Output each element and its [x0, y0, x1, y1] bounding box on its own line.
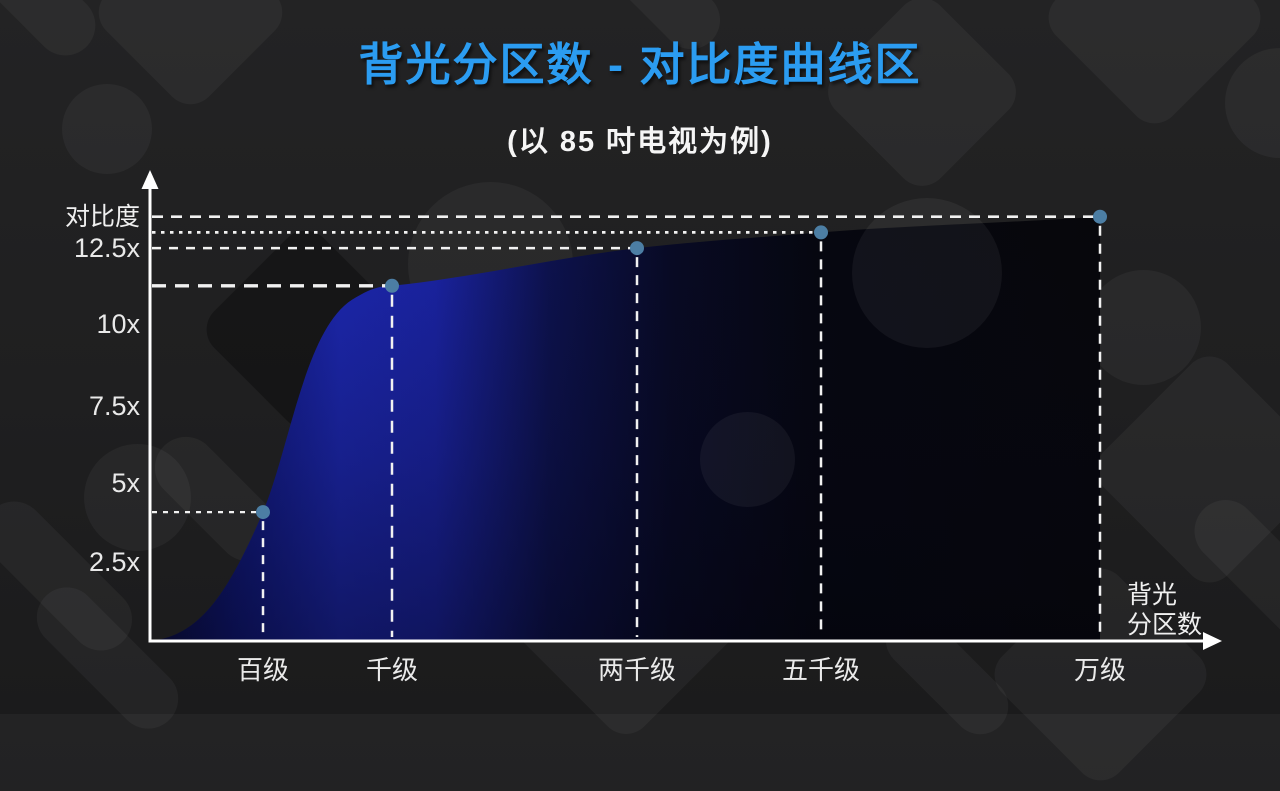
data-point-0: [256, 505, 270, 520]
x-tick-ten-thousand: 万级: [1073, 655, 1126, 685]
y-tick-7-5x: 7.5x: [88, 391, 140, 421]
y-tick-12-5x: 12.5x: [73, 233, 140, 263]
x-tick-hundreds: 百级: [236, 655, 289, 685]
data-point-3: [814, 225, 828, 240]
bg-circle: [84, 444, 191, 551]
chart-title: 背光分区数 - 对比度曲线区: [358, 39, 922, 90]
y-axis-title: 对比度: [64, 203, 140, 231]
data-point-2: [630, 241, 644, 256]
contrast-curve-shading: [150, 216, 1100, 641]
bg-circle: [62, 84, 152, 174]
x-axis-title-line2: 分区数: [1127, 611, 1203, 639]
contrast-curve-chart: [141, 170, 1222, 650]
chart-subtitle: (以 85 吋电视为例): [507, 126, 773, 158]
x-axis-arrow: [1203, 632, 1222, 650]
y-tick-5x: 5x: [111, 468, 140, 498]
y-tick-2-5x: 2.5x: [88, 547, 140, 577]
data-point-1: [385, 278, 399, 293]
x-tick-thousands: 千级: [365, 655, 418, 685]
x-tick-two-thousand: 两千级: [597, 655, 676, 685]
data-point-4: [1093, 209, 1107, 224]
x-tick-five-thousand: 五千级: [781, 655, 860, 685]
bg-circle: [1086, 270, 1201, 385]
bg-circle-faint: [700, 412, 795, 507]
y-axis-arrow: [141, 170, 159, 189]
x-axis-title-line1: 背光: [1127, 581, 1178, 609]
bg-circle-faint: [852, 198, 1002, 348]
y-tick-10x: 10x: [96, 309, 140, 339]
slide-background: { "title": "背光分区数 - 对比度曲线区", "subtitle":…: [0, 0, 1280, 714]
x-axis-title: 背光 分区数: [1127, 580, 1202, 640]
